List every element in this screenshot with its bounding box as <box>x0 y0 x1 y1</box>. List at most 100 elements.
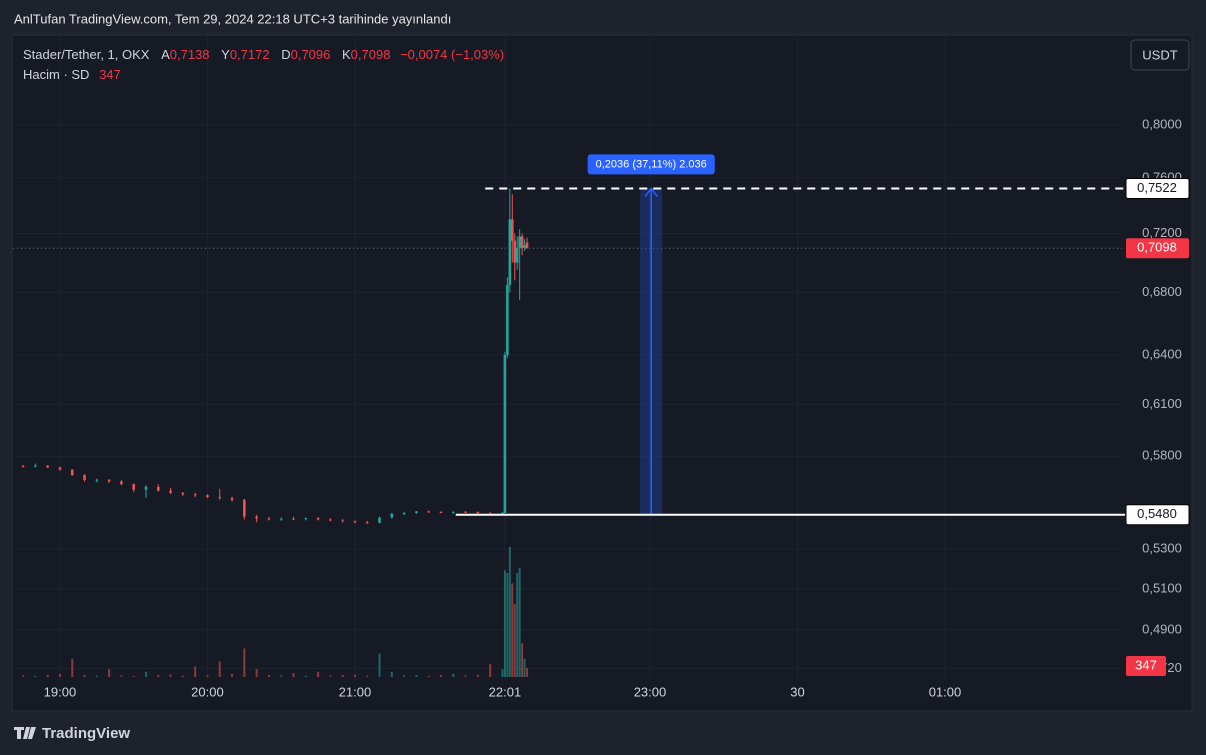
y-tick-label: 0,6400 <box>1142 346 1182 361</box>
low-value: 0,7096 <box>290 47 331 62</box>
volume-bar <box>206 675 209 677</box>
volume-bar <box>452 673 455 677</box>
volume-bar <box>304 675 307 677</box>
candle-body <box>279 518 283 520</box>
volume-bar <box>194 666 197 677</box>
y-tick-label: 0,5300 <box>1142 541 1182 556</box>
ohlc-legend: Stader/Tether, 1, OKX A0,7138 Y0,7172 D0… <box>23 45 504 65</box>
y-tick-label: 0,6800 <box>1142 284 1182 299</box>
candle-body <box>365 522 369 524</box>
x-tick-label: 23:00 <box>634 684 667 699</box>
legend: Stader/Tether, 1, OKX A0,7138 Y0,7172 D0… <box>23 45 504 85</box>
candle-body <box>508 219 512 285</box>
candle-body <box>267 518 271 520</box>
volume-bar <box>427 675 430 677</box>
candle-body <box>193 494 197 496</box>
candle-body <box>218 497 222 499</box>
candle-body <box>107 479 111 482</box>
candle-body <box>515 247 519 263</box>
x-tick-label: 19:00 <box>44 684 77 699</box>
candle-body <box>83 475 86 481</box>
candle-body <box>292 518 295 520</box>
currency[interactable]: USDT <box>1142 47 1177 62</box>
candle-body <box>230 497 234 500</box>
candle-body <box>390 513 394 518</box>
volume-bars <box>22 547 529 677</box>
volume-bar <box>516 573 519 677</box>
volume-bar <box>132 675 135 677</box>
volume-bar <box>108 669 111 677</box>
candle-body <box>451 511 455 513</box>
candle-body <box>415 511 418 513</box>
volume-bar <box>511 583 514 677</box>
volume-bar <box>378 653 381 677</box>
high-label: Y <box>221 47 230 62</box>
candle-body <box>464 511 467 513</box>
volume-bar <box>95 675 98 677</box>
y-tick-label: 0,7200 <box>1142 225 1182 240</box>
volume-bar <box>503 570 506 677</box>
brand-name: TradingView <box>42 725 130 742</box>
y-tick-label: 0,8000 <box>1142 116 1182 131</box>
candle-body <box>181 492 185 495</box>
candle-body <box>513 240 517 263</box>
volume-tag-bg <box>1126 656 1166 676</box>
close-label: K <box>342 47 351 62</box>
candle-body <box>378 517 381 523</box>
symbol: Stader/Tether, 1, OKX <box>23 47 150 62</box>
volume-legend: Hacim · SD 347 <box>23 65 504 85</box>
volume-bar <box>231 673 234 677</box>
y-tick-label: 0,5100 <box>1142 580 1182 595</box>
volume-bar <box>22 675 25 677</box>
candle-body <box>46 465 49 468</box>
candle-body <box>156 486 160 491</box>
x-tick-label: 22:01 <box>489 684 522 699</box>
open-label: A <box>161 47 170 62</box>
candle-body <box>132 484 136 490</box>
candle-body <box>329 519 332 521</box>
x-tick-label: 30 <box>790 684 804 699</box>
volume-bar <box>476 674 479 677</box>
volume-bar <box>513 604 516 677</box>
candle-body <box>169 490 172 493</box>
candle-body <box>476 512 480 514</box>
volume-bar <box>501 669 504 677</box>
candle-body <box>501 512 504 515</box>
volume-bar <box>415 674 418 677</box>
candle-body <box>34 465 37 467</box>
change: −0,0074 (−1,03%) <box>400 47 505 62</box>
candle-body <box>21 466 25 468</box>
volume-bar <box>403 675 406 677</box>
volume-bar <box>317 671 320 677</box>
price-label-bg <box>1126 238 1189 259</box>
x-tick-label: 01:00 <box>929 684 962 699</box>
brand: TradingView <box>14 725 130 742</box>
price-label: 0,7098 <box>1137 240 1177 255</box>
currency-button[interactable] <box>1130 39 1190 71</box>
volume-bar <box>464 675 467 677</box>
candle-body <box>402 512 406 514</box>
volume-bar <box>83 674 86 677</box>
open-value: 0,7138 <box>169 47 210 62</box>
volume-bar <box>508 547 511 677</box>
candle-body <box>439 511 443 513</box>
candle-body <box>427 511 431 513</box>
y-tick-label: 0,4900 <box>1142 621 1182 636</box>
volume-value: 347 <box>99 67 121 82</box>
candle-body <box>95 479 99 481</box>
volume-bar <box>366 675 369 677</box>
candle-body <box>243 499 246 517</box>
volume-bar <box>353 674 356 677</box>
candle-body <box>523 245 526 248</box>
volume-bar <box>255 669 258 677</box>
candle-body <box>144 486 148 490</box>
x-tick-label: 21:00 <box>339 684 372 699</box>
price-label-bg <box>1125 177 1190 199</box>
volume-bar <box>218 661 221 677</box>
volume-label: Hacim · SD <box>23 67 90 82</box>
volume-bar <box>489 664 492 677</box>
candle-body <box>510 219 514 241</box>
candle-body <box>255 516 258 519</box>
